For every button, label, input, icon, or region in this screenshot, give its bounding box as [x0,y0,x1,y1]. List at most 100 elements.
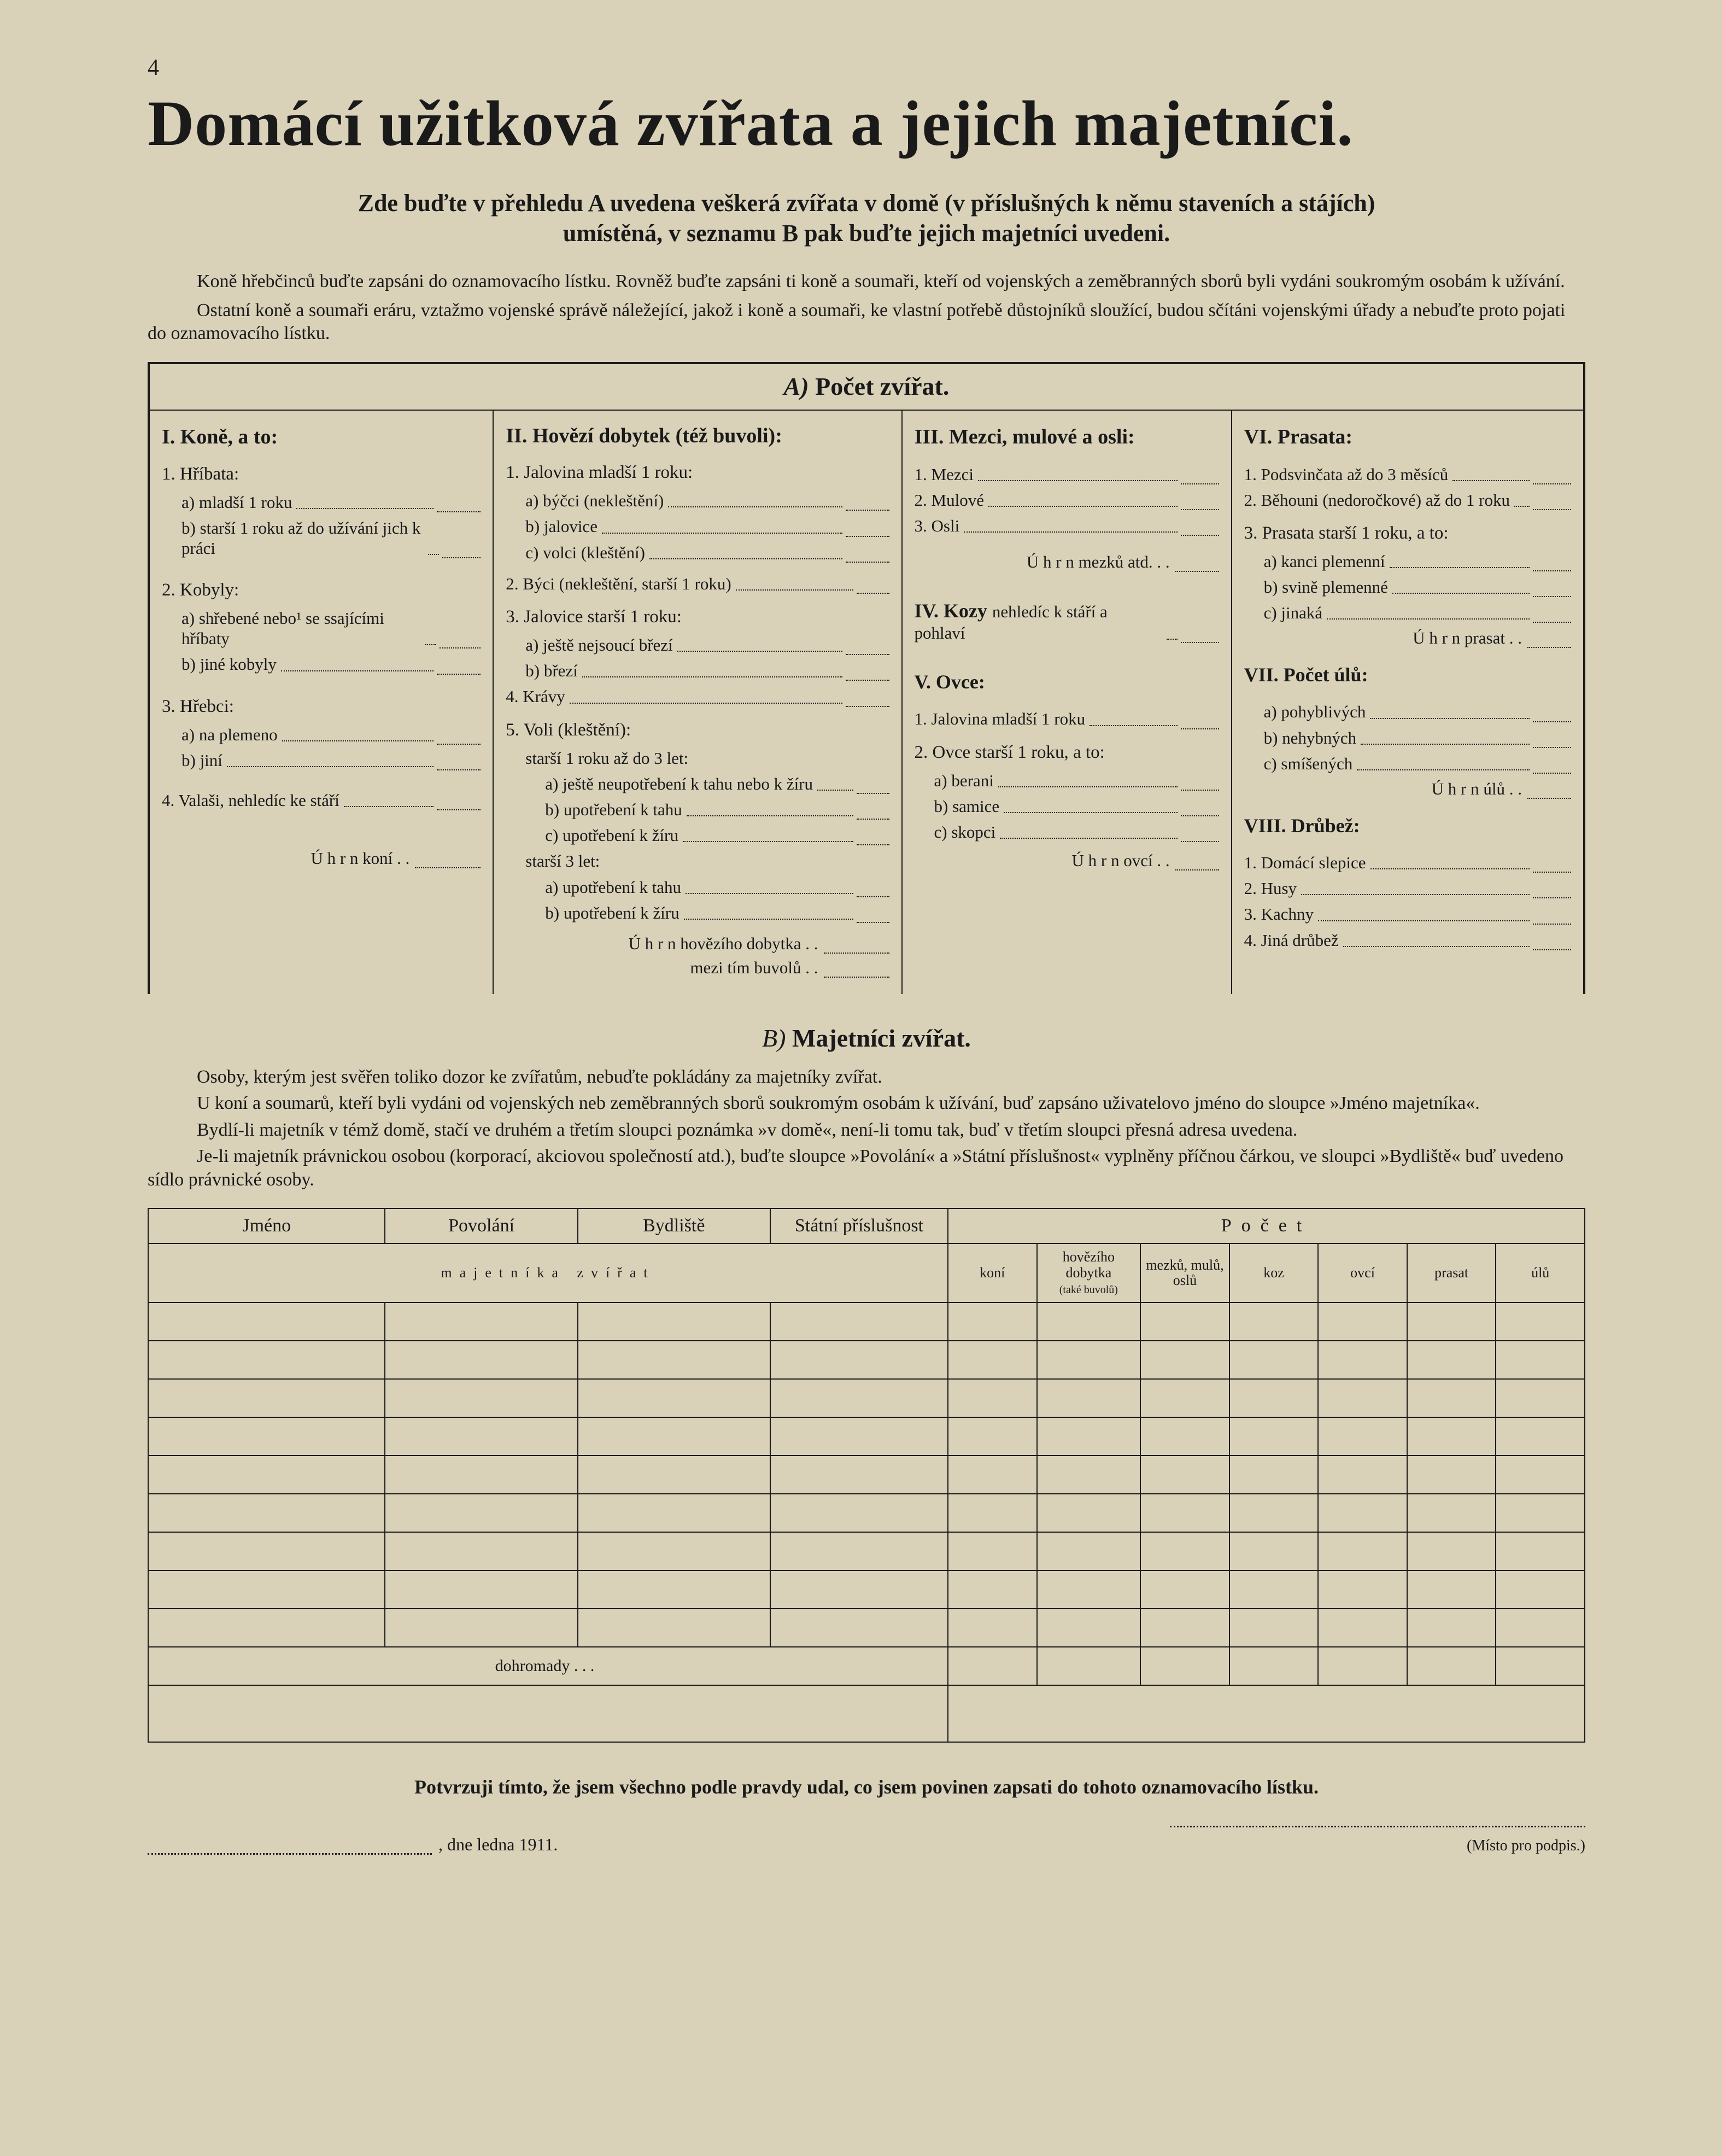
cell[interactable] [770,1456,948,1494]
cell[interactable] [1037,1456,1141,1494]
cell[interactable] [578,1456,770,1494]
input-field[interactable] [1533,708,1571,722]
cell[interactable] [1318,1379,1407,1417]
cell[interactable] [1140,1417,1229,1456]
cell[interactable] [1037,1570,1141,1609]
cell[interactable] [1407,1341,1496,1379]
cell[interactable] [385,1456,577,1494]
cell[interactable] [770,1609,948,1647]
cell[interactable] [1229,1417,1319,1456]
cell[interactable] [1318,1570,1407,1609]
cell[interactable] [1318,1532,1407,1570]
cell[interactable] [948,1532,1037,1570]
cell[interactable] [1496,1341,1585,1379]
cell[interactable] [578,1570,770,1609]
input-field[interactable] [846,496,889,511]
cell[interactable] [1037,1302,1141,1341]
cell[interactable] [948,1417,1037,1456]
input-field[interactable] [857,883,889,897]
cell[interactable] [148,1609,385,1647]
cell[interactable] [1407,1609,1496,1647]
input-field[interactable] [437,661,481,675]
cell[interactable] [1496,1302,1585,1341]
cell[interactable] [1496,1494,1585,1532]
cell[interactable] [1229,1456,1319,1494]
cell[interactable] [1496,1532,1585,1570]
cell[interactable] [385,1609,577,1647]
cell[interactable] [1140,1379,1229,1417]
cell[interactable] [385,1417,577,1456]
input-field[interactable] [857,780,889,794]
input-field[interactable] [1533,936,1571,950]
cell[interactable] [1229,1341,1319,1379]
cell[interactable] [578,1341,770,1379]
input-field[interactable] [846,548,889,563]
cell[interactable] [1037,1609,1141,1647]
cell[interactable] [1496,1456,1585,1494]
cell[interactable] [1407,1302,1496,1341]
cell[interactable] [148,1532,385,1570]
cell[interactable] [1229,1647,1319,1685]
input-field[interactable] [440,634,481,648]
cell[interactable] [148,1341,385,1379]
cell[interactable] [1140,1494,1229,1532]
input-field[interactable] [437,796,481,810]
cell[interactable] [770,1570,948,1609]
cell[interactable] [1140,1647,1229,1685]
input-field[interactable] [1533,496,1571,510]
cell[interactable] [948,1341,1037,1379]
cell[interactable] [1140,1341,1229,1379]
input-field[interactable] [1181,629,1219,643]
input-field[interactable] [1527,785,1571,799]
cell[interactable] [1037,1647,1141,1685]
cell[interactable] [578,1494,770,1532]
cell[interactable] [578,1379,770,1417]
cell[interactable] [1037,1341,1141,1379]
input-field[interactable] [1533,734,1571,748]
input-field[interactable] [1181,496,1219,510]
cell[interactable] [770,1302,948,1341]
cell[interactable] [948,1379,1037,1417]
cell[interactable] [1037,1379,1141,1417]
cell[interactable] [948,1456,1037,1494]
cell[interactable] [578,1302,770,1341]
input-field[interactable] [857,831,889,845]
input-field[interactable] [857,909,889,923]
input-field[interactable] [437,498,481,512]
cell[interactable] [1037,1494,1141,1532]
input-field[interactable] [415,854,481,868]
cell[interactable] [770,1532,948,1570]
input-field[interactable] [1533,557,1571,571]
input-field[interactable] [1533,910,1571,925]
input-field[interactable] [846,693,889,707]
cell[interactable] [948,1570,1037,1609]
input-field[interactable] [1533,609,1571,623]
cell[interactable] [948,1494,1037,1532]
input-field[interactable] [824,963,889,978]
cell[interactable] [1407,1456,1496,1494]
cell[interactable] [385,1302,577,1341]
cell[interactable] [148,1379,385,1417]
cell[interactable] [1407,1494,1496,1532]
input-field[interactable] [442,544,481,558]
signature-field[interactable] [1170,1826,1585,1827]
cell[interactable] [1318,1647,1407,1685]
cell[interactable] [948,1647,1037,1685]
cell[interactable] [385,1570,577,1609]
input-field[interactable] [846,523,889,537]
cell[interactable] [1318,1456,1407,1494]
cell[interactable] [148,1302,385,1341]
cell[interactable] [1229,1494,1319,1532]
input-field[interactable] [846,641,889,655]
cell[interactable] [1140,1532,1229,1570]
cell[interactable] [148,1456,385,1494]
cell[interactable] [1229,1609,1319,1647]
cell[interactable] [385,1379,577,1417]
cell[interactable] [148,1417,385,1456]
cell[interactable] [1140,1302,1229,1341]
input-field[interactable] [1533,858,1571,873]
input-field[interactable] [1181,828,1219,842]
cell[interactable] [1318,1609,1407,1647]
cell[interactable] [770,1494,948,1532]
input-field[interactable] [1175,558,1219,572]
